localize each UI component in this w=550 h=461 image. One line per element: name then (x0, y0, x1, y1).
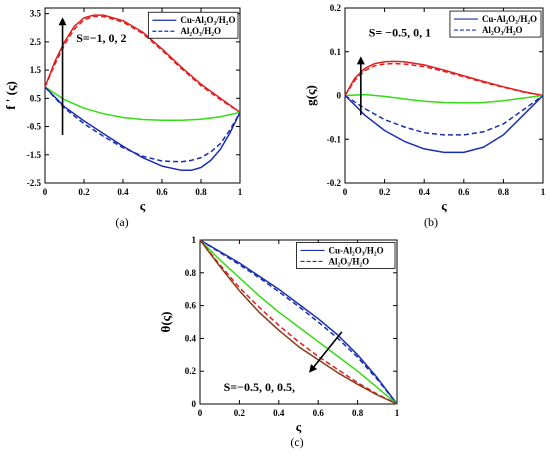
trend-arrow (309, 331, 343, 373)
series-line-blue-solid (344, 94, 544, 154)
x-tick-label: 0 (343, 187, 348, 197)
panel-caption: (b) (424, 215, 438, 229)
series-line-blue-solid (199, 239, 398, 405)
series-line-red-dashed (199, 239, 398, 405)
x-tick-label: 0 (198, 408, 203, 418)
series-line-red-dashed (44, 15, 241, 114)
series-line-blue-solid (44, 86, 241, 172)
series-line-green-solid (344, 93, 544, 104)
panel-caption: (a) (115, 215, 128, 229)
x-tick-label: 1 (395, 408, 400, 418)
x-tick-label: 0.2 (379, 187, 391, 197)
x-tick-label: 0.8 (195, 187, 207, 197)
series-line-brown-solid (199, 239, 398, 405)
x-tick-label: 0.8 (352, 408, 364, 418)
legend-box (449, 10, 542, 38)
y-tick-label: 3.5 (30, 9, 42, 19)
x-tick-label: 0 (43, 187, 48, 197)
series-line-red-solid (44, 14, 241, 114)
y-tick-label: -1.5 (27, 150, 42, 160)
y-tick-label: -0.2 (327, 178, 342, 188)
legend-entry-label: Al₂O₃/H₂O (482, 25, 523, 35)
y-tick-label: 2.5 (30, 37, 42, 47)
y-tick-label: 1 (192, 235, 197, 245)
y-tick-label: 0.1 (330, 47, 342, 57)
y-axis-label: g(ς) (303, 85, 318, 106)
y-tick-label: 0.2 (330, 3, 342, 13)
x-axis-label: ς (296, 419, 302, 434)
x-tick-label: 0.4 (117, 187, 129, 197)
legend-entry-label: Cu-Al₂O₃/H₂O (329, 245, 384, 255)
legend-entry-label: Al₂O₃/H₂O (329, 256, 370, 266)
x-tick-label: 0.2 (78, 187, 90, 197)
y-tick-label: 1.5 (30, 65, 42, 75)
x-tick-label: 0.2 (234, 408, 246, 418)
legend-entry-label: Cu-Al₂O₃/H₂O (180, 15, 235, 25)
series-line-blue-dashed (44, 86, 241, 163)
series-line-blue-dashed (344, 94, 544, 136)
parameter-annotation: S= −0.5, 0, 1 (369, 25, 431, 39)
series-line-green-solid (44, 86, 241, 122)
y-tick-label: 0.4 (185, 333, 197, 343)
y-tick-label: 0.6 (185, 301, 197, 311)
x-tick-label: 0.8 (498, 187, 510, 197)
y-tick-label: -0.1 (327, 134, 342, 144)
x-tick-label: 0.4 (419, 187, 431, 197)
x-tick-label: 1 (541, 187, 546, 197)
y-tick-label: 0.8 (185, 268, 197, 278)
y-tick-label: -0.5 (27, 122, 42, 132)
parameter-annotation: S=−1, 0, 2 (76, 31, 126, 45)
y-tick-label: 0.2 (185, 366, 197, 376)
chart-panel-1: 0 0.2 0.4 0.6 0.8 1 -2.5 -1.5 -0.5 0.5 1.5 2.5 3.5 ς f… (3, 7, 243, 229)
legend-entry-label: Cu-Al₂O₃/H₂O (482, 14, 537, 24)
series-line-red-dashed (344, 62, 544, 97)
legend-box (147, 11, 239, 39)
y-tick-label: -2.5 (27, 178, 42, 188)
y-tick-label: 0 (337, 91, 342, 101)
legend-box (296, 242, 396, 269)
series-line-green-solid (199, 239, 398, 405)
y-tick-label: 0 (192, 399, 197, 409)
chart-panel-3: 0 0.2 0.4 0.6 0.8 1 0 0.2 0.4 0.6 0.8 1 ς θ(ς) Cu-Al₂O… (158, 235, 400, 449)
x-tick-label: 0.6 (156, 187, 168, 197)
y-axis-label: θ(ς) (158, 312, 173, 333)
x-tick-label: 0.6 (458, 187, 470, 197)
y-tick-label: 0.5 (30, 93, 42, 103)
y-axis-label: f ' (ς) (3, 81, 18, 110)
x-tick-label: 0.4 (273, 408, 285, 418)
parameter-annotation: S=−0.5, 0, 0.5, (224, 380, 295, 394)
x-tick-label: 0.6 (313, 408, 325, 418)
x-axis-label: ς (441, 198, 447, 213)
x-tick-label: 1 (238, 187, 243, 197)
x-axis-label: ς (140, 198, 146, 213)
chart-panel-2: 0 0.2 0.4 0.6 0.8 1 -0.2 -0.1 0 0.1 0.2 ς g(ς) Cu-Al₂… (303, 3, 546, 229)
legend-entry-label: Al₂O₃/H₂O (180, 26, 221, 36)
panel-caption: (c) (290, 435, 303, 449)
